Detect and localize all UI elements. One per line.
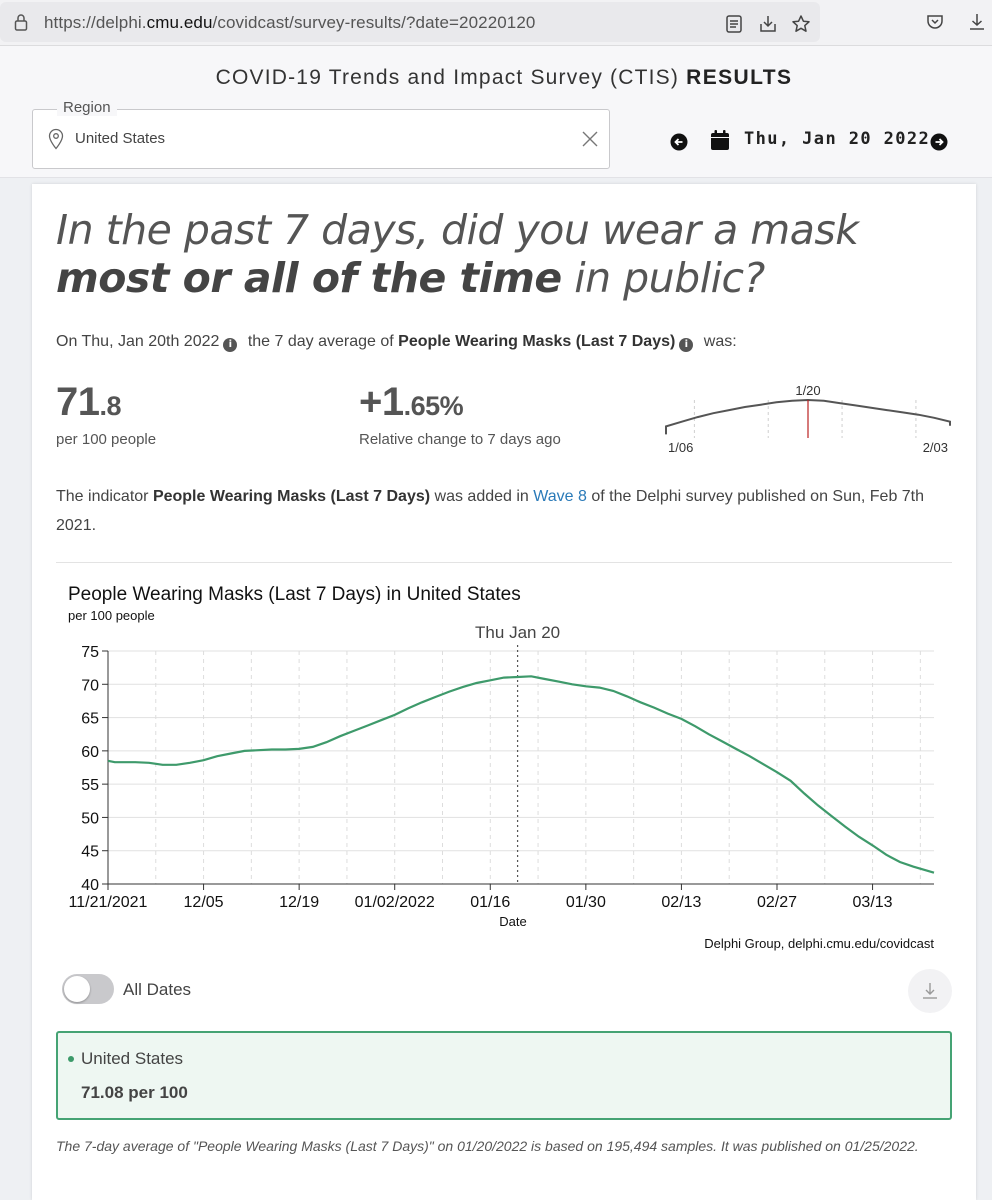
download-icon [923,983,937,999]
selected-region-name: United States [81,1049,184,1068]
line-chart[interactable]: 40 45 50 55 60 65 70 75 11/21/2021 12/05 12/19 01/… [32,624,976,954]
y-tick-label: 40 [81,877,99,894]
selected-region-card: United States 71.08 per 100 [56,1031,952,1120]
results-card: In the past 7 days, did you wear a mask … [32,184,976,1200]
y-tick-label: 45 [81,844,99,861]
date-label[interactable]: Thu, Jan 20 2022 [744,129,931,149]
all-dates-toggle[interactable] [62,974,114,1004]
x-tick-label: 02/27 [757,894,797,911]
info-icon[interactable]: i [679,338,694,352]
app-header: COVID-19 Trends and Impact Survey (CTIS)… [0,46,992,178]
url-bar[interactable]: https://delphi.cmu.edu/covidcast/survey-… [0,2,820,42]
sparkline-end-label: 2/03 [923,440,948,455]
divider [56,562,952,563]
chart-subtitle: per 100 people [68,608,155,623]
relative-change-value: +1.65% [359,380,464,424]
x-tick-label: 01/16 [470,894,510,911]
region-input[interactable] [75,130,555,147]
pocket-icon[interactable] [925,12,945,32]
y-tick-label: 65 [81,711,99,728]
url-text[interactable]: https://delphi.cmu.edu/covidcast/survey-… [44,13,536,32]
selected-region-value: 71.08 per 100 [81,1083,188,1102]
x-tick-label: 01/30 [566,894,606,911]
x-tick-label: 12/05 [184,894,224,911]
reader-view-icon[interactable] [724,14,744,34]
browser-toolbar: https://delphi.cmu.edu/covidcast/survey-… [0,0,992,46]
downloads-icon[interactable] [967,12,987,32]
average-value: 71.8 [56,380,122,424]
x-tick-label: 12/19 [279,894,319,911]
page-title: COVID-19 Trends and Impact Survey (CTIS)… [215,66,793,89]
clear-icon[interactable] [581,130,599,148]
info-icon[interactable]: i [223,338,238,352]
region-selector[interactable]: Region [32,99,610,169]
x-tick-label: 02/13 [661,894,701,911]
arrow-left-icon[interactable] [670,133,688,151]
y-tick-label: 75 [81,644,99,661]
sample-footnote: The 7-day average of "People Wearing Mas… [56,1138,919,1154]
y-tick-label: 55 [81,777,99,794]
download-button[interactable] [908,969,952,1013]
x-tick-label: 01/02/2022 [355,894,435,911]
calendar-icon[interactable] [710,129,730,151]
region-label: Region [57,99,117,116]
location-pin-icon [48,128,64,150]
x-axis-label: Date [499,914,526,929]
indicator-description: The indicator People Wearing Masks (Last… [56,488,925,534]
x-tick-label: 03/13 [853,894,893,911]
bookmark-star-icon[interactable] [791,14,811,34]
save-to-pocket-icon[interactable] [758,14,778,34]
survey-question: In the past 7 days, did you wear a mask … [56,206,859,302]
average-unit: per 100 people [56,431,157,448]
chart-title: People Wearing Masks (Last 7 Days) in Un… [68,584,521,605]
series-line [107,675,935,874]
all-dates-label: All Dates [123,980,192,999]
wave-link[interactable]: Wave 8 [533,488,587,505]
toggle-knob[interactable] [64,976,90,1002]
relative-change-label: Relative change to 7 days ago [359,431,561,448]
lock-icon [14,14,28,31]
sparkline-chart[interactable]: 1/20 1/06 2/03 [662,380,952,464]
x-tick-label: 11/21/2021 [69,894,148,911]
series-dot [68,1056,74,1062]
y-tick-label: 50 [81,810,99,827]
arrow-right-icon[interactable] [930,133,948,151]
sparkline-marker-label: 1/20 [795,383,820,398]
summary-line: On Thu, Jan 20th 2022 i the 7 day average… [56,333,737,352]
y-tick-label: 60 [81,744,99,761]
current-date-label: Thu Jan 20 [475,624,560,642]
chart-credit: Delphi Group, delphi.cmu.edu/covidcast [704,936,934,951]
y-tick-label: 70 [81,677,99,694]
sparkline-start-label: 1/06 [668,440,693,455]
